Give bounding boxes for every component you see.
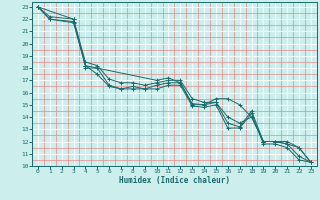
X-axis label: Humidex (Indice chaleur): Humidex (Indice chaleur) — [119, 176, 230, 185]
